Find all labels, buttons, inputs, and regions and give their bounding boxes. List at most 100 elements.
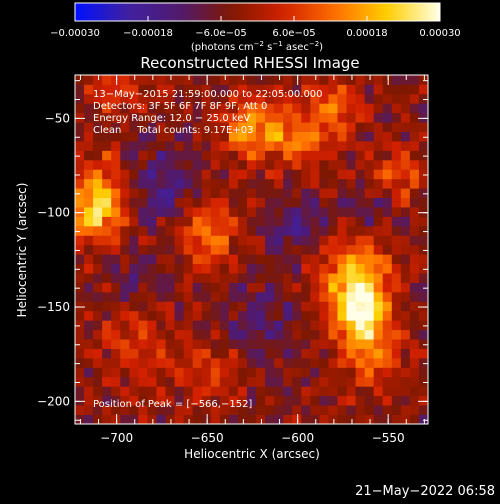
heatmap-cell (75, 386, 85, 397)
heatmap-cell (310, 141, 320, 151)
heatmap-cell (219, 159, 230, 170)
heatmap-cell (192, 159, 203, 170)
heatmap-cell (228, 112, 239, 123)
heatmap-cell (400, 405, 411, 415)
colorbar-tick-label: 6.0e−05 (272, 28, 315, 39)
heatmap-cell (391, 122, 402, 132)
heatmap-cell (328, 291, 338, 302)
heatmap-cell (147, 339, 157, 349)
heatmap-cell (409, 188, 420, 199)
heatmap-cell (319, 235, 329, 246)
heatmap-cell (129, 93, 139, 104)
heatmap-cell (192, 348, 203, 359)
heatmap-cell (391, 159, 402, 170)
annotation-clean-counts: Clean Total counts: 9.17E+03 (93, 125, 253, 136)
heatmap-cell (75, 367, 85, 378)
heatmap-cell (237, 273, 248, 283)
heatmap-cell (265, 376, 275, 387)
heatmap-cell (102, 169, 112, 180)
heatmap-cell (183, 329, 194, 340)
heatmap-cell (246, 235, 257, 246)
heatmap-cell (292, 93, 302, 104)
heatmap-cell (400, 84, 411, 95)
heatmap-cell (292, 141, 302, 151)
heatmap-cell (265, 367, 275, 378)
heatmap-cell (265, 263, 275, 274)
heatmap-cell (382, 414, 393, 425)
heatmap-cell (237, 103, 248, 114)
heatmap-cell (346, 414, 356, 425)
heatmap-cell (319, 386, 329, 397)
heatmap-cell (75, 235, 85, 246)
heatmap-cell (301, 150, 311, 161)
heatmap-cell (391, 112, 402, 123)
heatmap-cell (84, 84, 94, 95)
annotation-time-range: 13−May−2015 21:59:00.000 to 22:05:00.000 (93, 89, 323, 100)
heatmap-cell (156, 310, 166, 321)
heatmap-cell (237, 357, 248, 368)
heatmap-cell (120, 254, 130, 265)
heatmap-cell (219, 103, 230, 114)
heatmap-cell (201, 131, 212, 142)
heatmap-cell (310, 254, 320, 265)
heatmap-cell (156, 207, 166, 217)
heatmap-cell (138, 301, 148, 312)
heatmap-cell (265, 75, 275, 85)
heatmap-cell (228, 150, 239, 161)
heatmap-cell (265, 244, 275, 255)
heatmap-cell (382, 235, 393, 246)
heatmap-cell (246, 254, 257, 265)
heatmap-cell (147, 197, 157, 208)
heatmap-cell (409, 395, 420, 406)
heatmap-cell (355, 367, 366, 378)
heatmap-cell (292, 216, 302, 227)
heatmap-cell (418, 169, 429, 180)
heatmap-cell (138, 207, 148, 217)
heatmap-cell (219, 310, 230, 321)
heatmap-cell (418, 348, 429, 359)
heatmap-cell (283, 301, 293, 312)
heatmap-cell (355, 122, 366, 132)
heatmap-cell (346, 367, 356, 378)
heatmap-cell (274, 75, 284, 85)
heatmap-cell (75, 414, 85, 425)
heatmap-cell (102, 348, 112, 359)
heatmap-cell (156, 282, 166, 293)
heatmap-cell (147, 282, 157, 293)
heatmap-cell (310, 178, 320, 189)
heatmap-cell (93, 263, 103, 274)
heatmap-cell (228, 103, 239, 114)
heatmap-cell (319, 178, 329, 189)
heatmap-cell (102, 329, 112, 340)
heatmap-cell (219, 150, 230, 161)
heatmap-cell (237, 263, 248, 274)
heatmap-cell (292, 405, 302, 415)
heatmap-cell (183, 84, 194, 95)
heatmap-cell (75, 93, 85, 104)
heatmap-cell (228, 376, 239, 387)
heatmap-cell (174, 339, 185, 349)
heatmap-cell (156, 216, 166, 227)
heatmap-cell (102, 131, 112, 142)
heatmap-cell (93, 405, 103, 415)
heatmap-cell (337, 310, 347, 321)
heatmap-cell (93, 131, 103, 142)
heatmap-cell (346, 159, 356, 170)
heatmap-cell (138, 376, 148, 387)
heatmap-cell (364, 291, 375, 302)
heatmap-cell (201, 320, 212, 331)
heatmap-cell (102, 141, 112, 151)
heatmap-cell (102, 93, 112, 104)
heatmap-cell (120, 207, 130, 217)
heatmap-cell (219, 282, 230, 293)
heatmap-cell (265, 150, 275, 161)
heatmap-cell (319, 254, 329, 265)
heatmap-cell (418, 112, 429, 123)
heatmap-cell (301, 348, 311, 359)
heatmap-cell (283, 376, 293, 387)
heatmap-cell (174, 235, 185, 246)
heatmap-cell (337, 329, 347, 340)
heatmap-cell (84, 93, 94, 104)
heatmap-cell (400, 254, 411, 265)
heatmap-cell (147, 112, 157, 123)
